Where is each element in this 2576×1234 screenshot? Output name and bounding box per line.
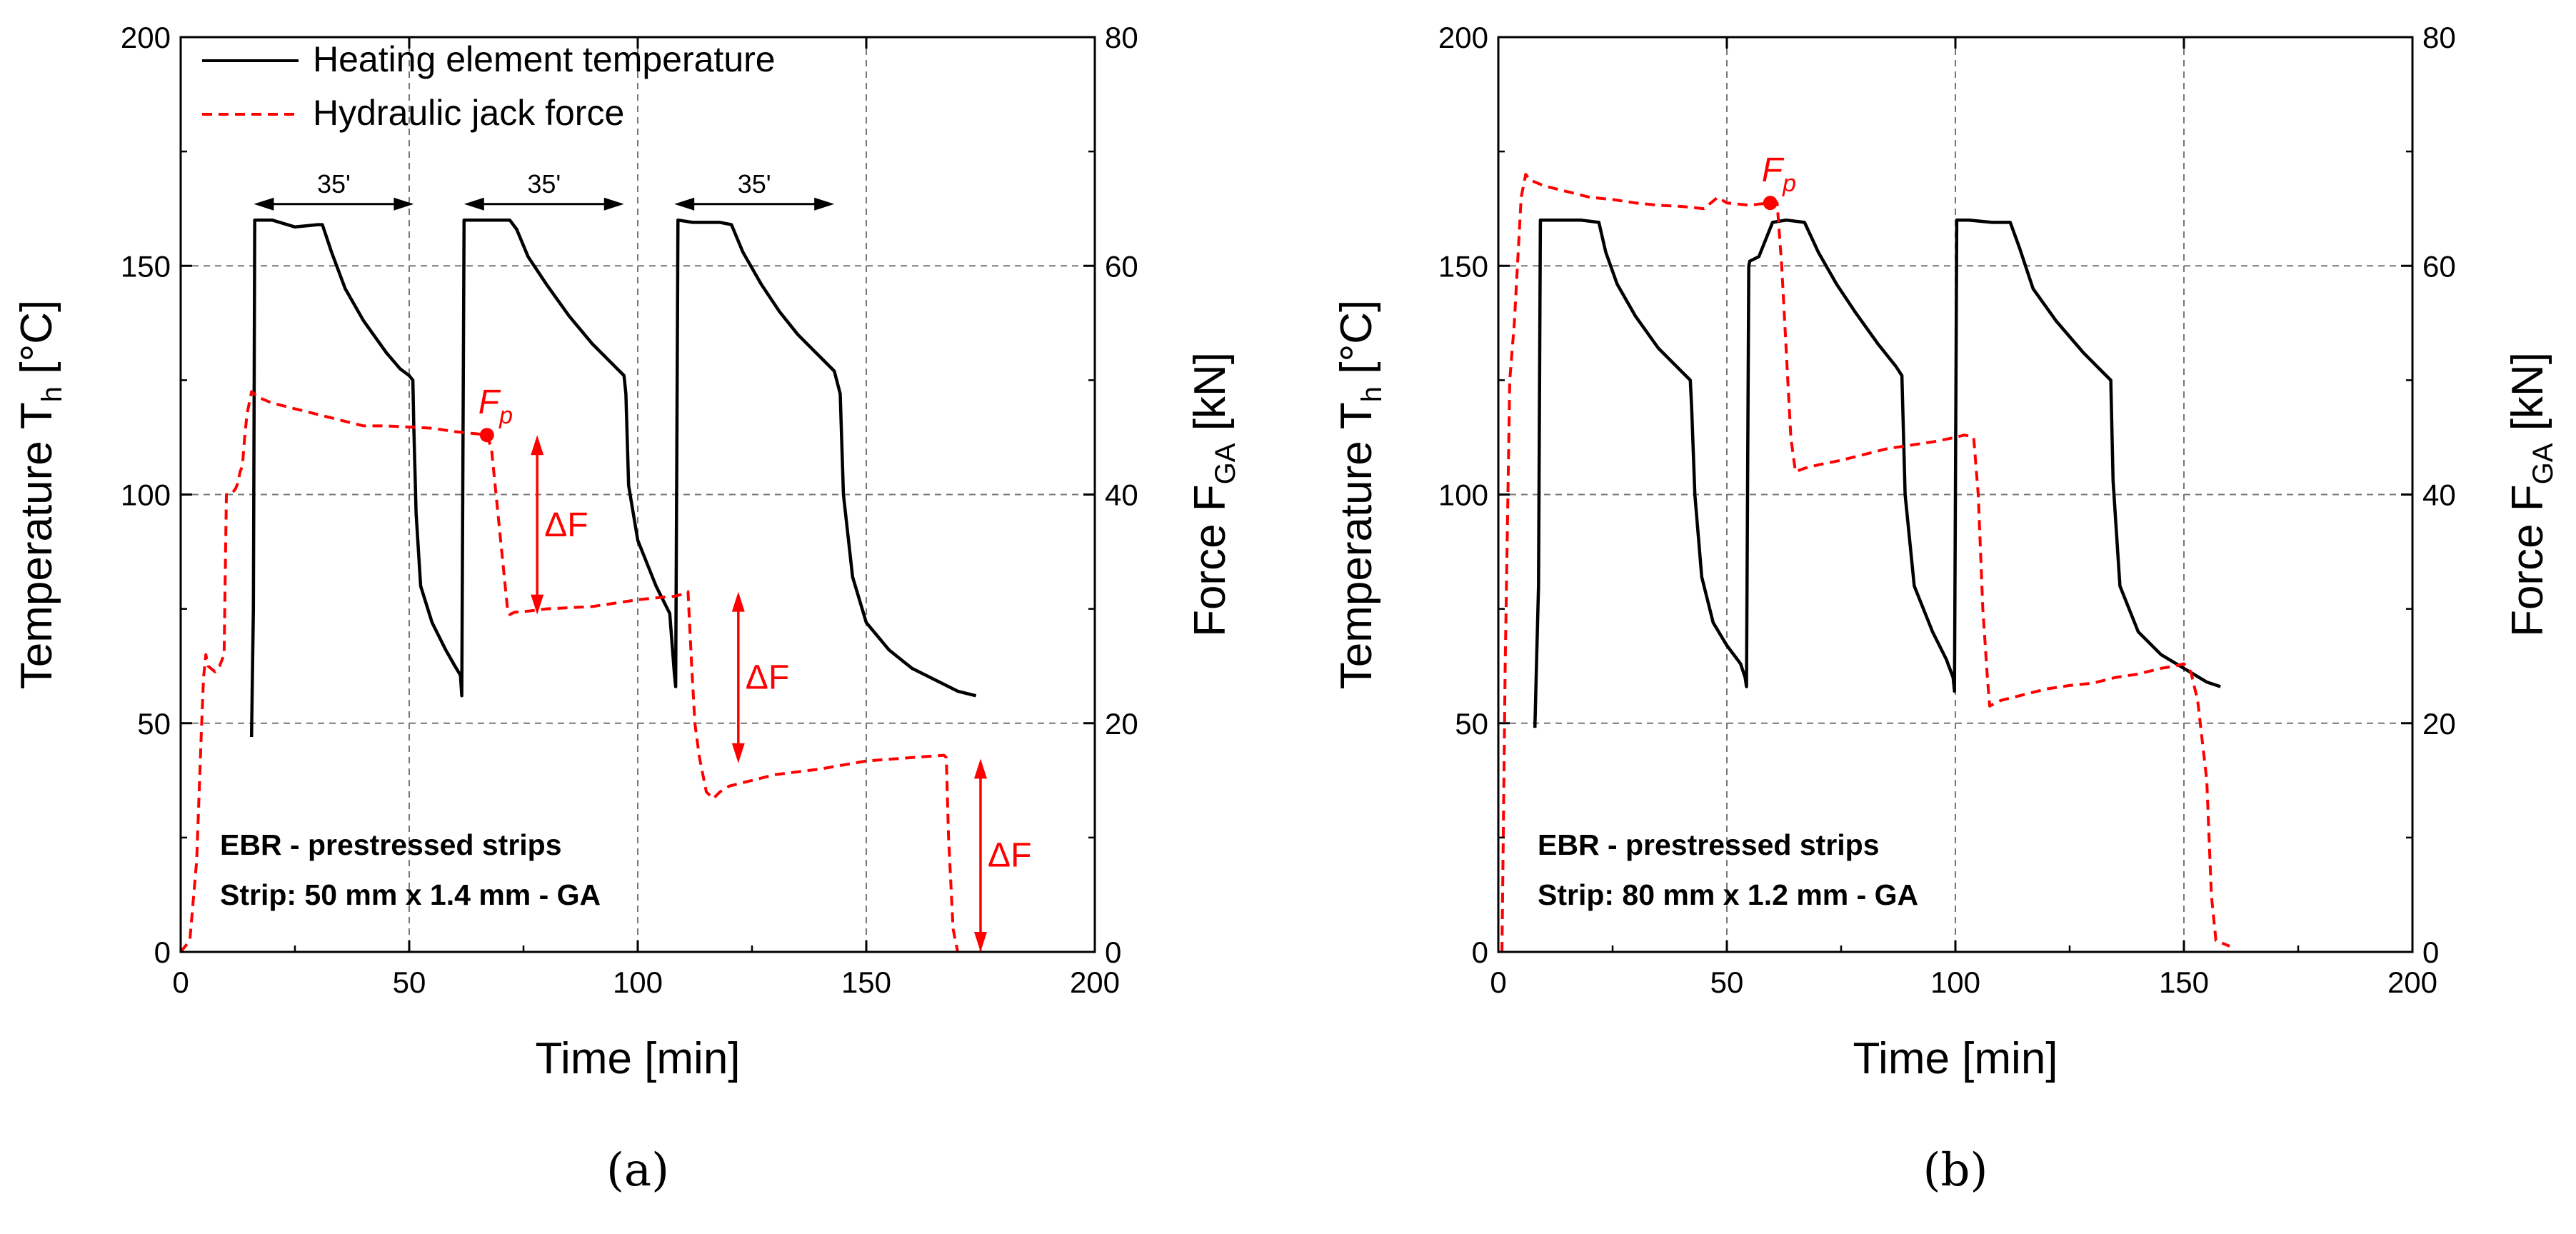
duration-arrow-head [674, 197, 695, 211]
force-series-line [179, 390, 959, 953]
fp-label-sub: p [1782, 170, 1796, 197]
x-tick-label: 150 [841, 965, 891, 999]
panel-label: (a) [606, 1144, 669, 1197]
x-tick-label: 200 [2387, 965, 2437, 999]
y2-tick-label: 80 [1105, 21, 1138, 54]
y-tick-label: 0 [154, 935, 171, 969]
x-tick-label: 0 [172, 965, 189, 999]
y-axis-label: Temperature Th [°C] [12, 300, 68, 690]
y2-axis-label-main: Force F [1186, 484, 1235, 637]
y-axis-label-unit: [°C] [1332, 300, 1381, 386]
fp-label: Fp [478, 383, 513, 429]
delta-f-arrow-head [531, 435, 544, 456]
annotation-line: Strip: 50 mm x 1.4 mm - GA [220, 878, 601, 911]
y-axis-label: Temperature Th [°C] [1332, 300, 1388, 690]
x-tick-label: 0 [1490, 965, 1506, 999]
y2-tick-label: 40 [2422, 478, 2456, 512]
duration-label: 35' [738, 169, 771, 199]
y2-tick-label: 80 [2422, 21, 2456, 54]
fp-label-main: F [1762, 151, 1785, 189]
delta-f-label: ΔF [544, 506, 588, 544]
y2-axis-label-sub: GA [1210, 443, 1241, 484]
annotation-line: EBR - prestressed strips [1538, 828, 1880, 861]
y-axis-label-sub: h [1356, 386, 1388, 402]
y2-axis-label-unit: [kN] [1186, 352, 1235, 443]
force-series-line [1500, 173, 2230, 953]
y2-axis-label: Force FGA [kN] [1186, 352, 1241, 637]
y2-tick-label: 0 [2422, 935, 2439, 969]
y2-tick-label: 60 [1105, 249, 1138, 283]
y-axis-label-unit: [°C] [12, 300, 61, 386]
delta-f-label: ΔF [746, 659, 789, 697]
x-tick-label: 50 [1710, 965, 1744, 999]
delta-f-label: ΔF [988, 837, 1031, 875]
annotation-line: Strip: 80 mm x 1.2 mm - GA [1538, 878, 1918, 911]
panel-label: (b) [1923, 1144, 1988, 1197]
delta-f-arrow-head [731, 591, 745, 612]
y-tick-label: 0 [1472, 935, 1488, 969]
y-axis-label-main: Temperature T [12, 402, 61, 689]
temperature-series-line [1533, 218, 2221, 728]
duration-arrow-head [394, 197, 414, 211]
y-tick-label: 50 [137, 707, 171, 741]
y-tick-label: 100 [1438, 478, 1488, 512]
fp-label-sub: p [498, 402, 513, 429]
y-tick-label: 100 [121, 478, 171, 512]
fp-label: Fp [1762, 151, 1796, 197]
y2-tick-label: 60 [2422, 249, 2456, 283]
duration-label: 35' [317, 169, 351, 199]
y-axis-label-main: Temperature T [1332, 402, 1381, 689]
annotation-line: EBR - prestressed strips [220, 828, 562, 861]
x-tick-label: 50 [393, 965, 426, 999]
x-tick-label: 100 [1930, 965, 1980, 999]
y2-axis-label: Force FGA [kN] [2503, 352, 2559, 637]
fp-marker [479, 428, 494, 443]
delta-f-arrow-head [731, 743, 745, 763]
y2-axis-label-unit: [kN] [2503, 352, 2552, 443]
duration-label: 35' [527, 169, 561, 199]
legend-entry-temperature: Heating element temperature [313, 39, 776, 79]
y-tick-label: 200 [1438, 21, 1488, 54]
x-tick-label: 100 [613, 965, 663, 999]
y-tick-label: 200 [121, 21, 171, 54]
y2-axis-label-sub: GA [2527, 443, 2559, 484]
y2-tick-label: 20 [2422, 707, 2456, 741]
y2-tick-label: 20 [1105, 707, 1138, 741]
y-tick-label: 50 [1455, 707, 1488, 741]
fp-marker [1763, 196, 1778, 211]
delta-f-arrow-head [531, 594, 544, 615]
y2-tick-label: 40 [1105, 478, 1138, 512]
duration-arrow-head [814, 197, 835, 211]
duration-arrow-head [254, 197, 274, 211]
temperature-series-line [249, 218, 977, 738]
delta-f-arrow-head [974, 932, 987, 952]
duration-arrow-head [603, 197, 624, 211]
x-axis-label: Time [min] [1853, 1034, 2058, 1083]
duration-arrow-head [463, 197, 484, 211]
legend-entry-force: Hydraulic jack force [313, 93, 624, 133]
x-tick-label: 150 [2159, 965, 2209, 999]
y-tick-label: 150 [121, 249, 171, 283]
x-axis-label: Time [min] [535, 1034, 740, 1083]
fp-label-main: F [478, 383, 501, 421]
delta-f-arrow-head [974, 758, 987, 779]
y-axis-label-sub: h [36, 386, 68, 402]
y-tick-label: 150 [1438, 249, 1488, 283]
y2-tick-label: 0 [1105, 935, 1121, 969]
x-tick-label: 200 [1070, 965, 1120, 999]
y2-axis-label-main: Force F [2503, 484, 2552, 637]
